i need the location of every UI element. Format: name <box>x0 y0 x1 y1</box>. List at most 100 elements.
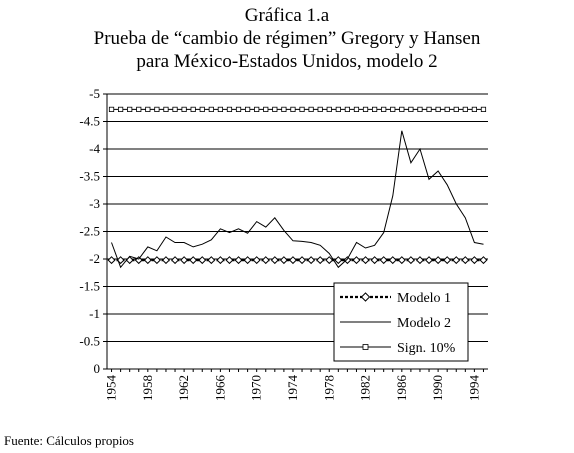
y-tick-label: -4 <box>89 141 100 156</box>
data-point <box>118 106 124 112</box>
data-point <box>252 256 261 265</box>
data-point <box>325 256 334 265</box>
data-point <box>127 106 133 112</box>
source-note: Fuente: Cálculos propios <box>4 433 134 448</box>
legend-label: Modelo 1 <box>397 291 451 306</box>
data-point <box>107 256 116 265</box>
chart-title: Gráfica 1.a Prueba de “cambio de régimen… <box>0 4 574 73</box>
data-point <box>362 106 369 112</box>
data-point <box>172 106 178 112</box>
y-tick-label: -1.5 <box>79 279 100 294</box>
x-tick-label: 1990 <box>430 375 445 401</box>
data-point <box>180 256 189 265</box>
x-tick-label: 1982 <box>358 375 373 401</box>
x-tick-label: 1954 <box>104 375 119 402</box>
data-point <box>136 106 142 112</box>
data-point <box>171 256 180 265</box>
y-tick-label: -4.5 <box>79 114 100 129</box>
y-tick-label: -2.5 <box>79 224 100 239</box>
data-point <box>189 256 198 265</box>
data-point <box>434 256 443 265</box>
data-point <box>152 256 161 265</box>
data-point <box>470 256 479 265</box>
data-point <box>461 256 470 265</box>
x-tick-label: 1966 <box>212 375 227 402</box>
legend-label: Modelo 2 <box>397 316 451 331</box>
data-point <box>181 106 187 112</box>
chart-title-line-3: para México-Estados Unidos, modelo 2 <box>136 51 438 72</box>
data-point <box>225 256 234 265</box>
data-point <box>435 106 441 112</box>
data-point <box>308 106 314 112</box>
data-point <box>161 256 170 265</box>
data-point <box>254 106 260 112</box>
data-point <box>453 106 459 112</box>
x-tick-label: 1994 <box>466 375 481 402</box>
y-tick-label: 0 <box>94 361 101 376</box>
series-sign-10 <box>108 106 487 112</box>
data-point <box>452 256 461 265</box>
data-point <box>399 106 405 112</box>
data-point <box>471 106 477 112</box>
data-point <box>361 256 370 265</box>
series-line <box>111 130 484 269</box>
data-point <box>344 106 350 112</box>
data-point <box>379 256 388 265</box>
data-point <box>163 106 169 112</box>
data-point <box>263 106 269 112</box>
y-tick-label: -2 <box>89 251 100 266</box>
data-point <box>243 256 252 265</box>
y-tick-label: -1 <box>89 306 100 321</box>
data-point <box>381 106 387 112</box>
data-point <box>316 256 325 265</box>
data-point <box>352 256 361 265</box>
data-point <box>217 106 223 112</box>
y-tick-label: -0.5 <box>79 334 100 349</box>
data-point <box>198 256 207 265</box>
data-point <box>281 106 287 112</box>
data-point <box>408 106 414 112</box>
legend-item-modelo-1: Modelo 1 <box>340 291 451 306</box>
data-point <box>288 256 297 265</box>
y-tick-label: -3 <box>89 196 100 211</box>
series-modelo-2 <box>111 130 484 269</box>
data-point <box>245 106 251 112</box>
data-point <box>279 256 288 265</box>
data-point <box>388 256 397 265</box>
data-point <box>480 106 487 112</box>
y-tick-label: -3.5 <box>79 169 100 184</box>
data-point <box>353 106 360 112</box>
data-point <box>372 106 378 112</box>
data-point <box>417 106 423 112</box>
data-point <box>426 106 432 112</box>
data-point <box>298 256 307 265</box>
data-point <box>208 106 214 112</box>
x-tick-label: 1970 <box>249 375 264 401</box>
x-tick-label: 1974 <box>285 375 300 402</box>
data-point <box>335 106 341 112</box>
data-point <box>272 106 278 112</box>
series-group <box>107 106 488 269</box>
legend-label: Sign. 10% <box>397 341 456 356</box>
data-point <box>444 106 450 112</box>
data-point <box>190 106 196 112</box>
data-point <box>125 256 134 265</box>
data-point <box>425 256 434 265</box>
data-point <box>390 106 396 112</box>
data-point <box>397 256 406 265</box>
legend-marker <box>360 292 371 302</box>
data-point <box>479 256 488 265</box>
x-tick-label: 1986 <box>394 375 409 402</box>
data-point <box>443 256 452 265</box>
x-tick-label: 1958 <box>140 375 155 401</box>
data-point <box>234 256 243 265</box>
data-point <box>226 106 233 112</box>
data-point <box>235 106 242 112</box>
data-point <box>343 256 352 265</box>
data-point <box>290 106 296 112</box>
data-point <box>326 106 332 112</box>
data-point <box>216 256 225 265</box>
x-tick-label: 1962 <box>176 375 191 401</box>
legend-item-modelo-2: Modelo 2 <box>340 316 451 331</box>
